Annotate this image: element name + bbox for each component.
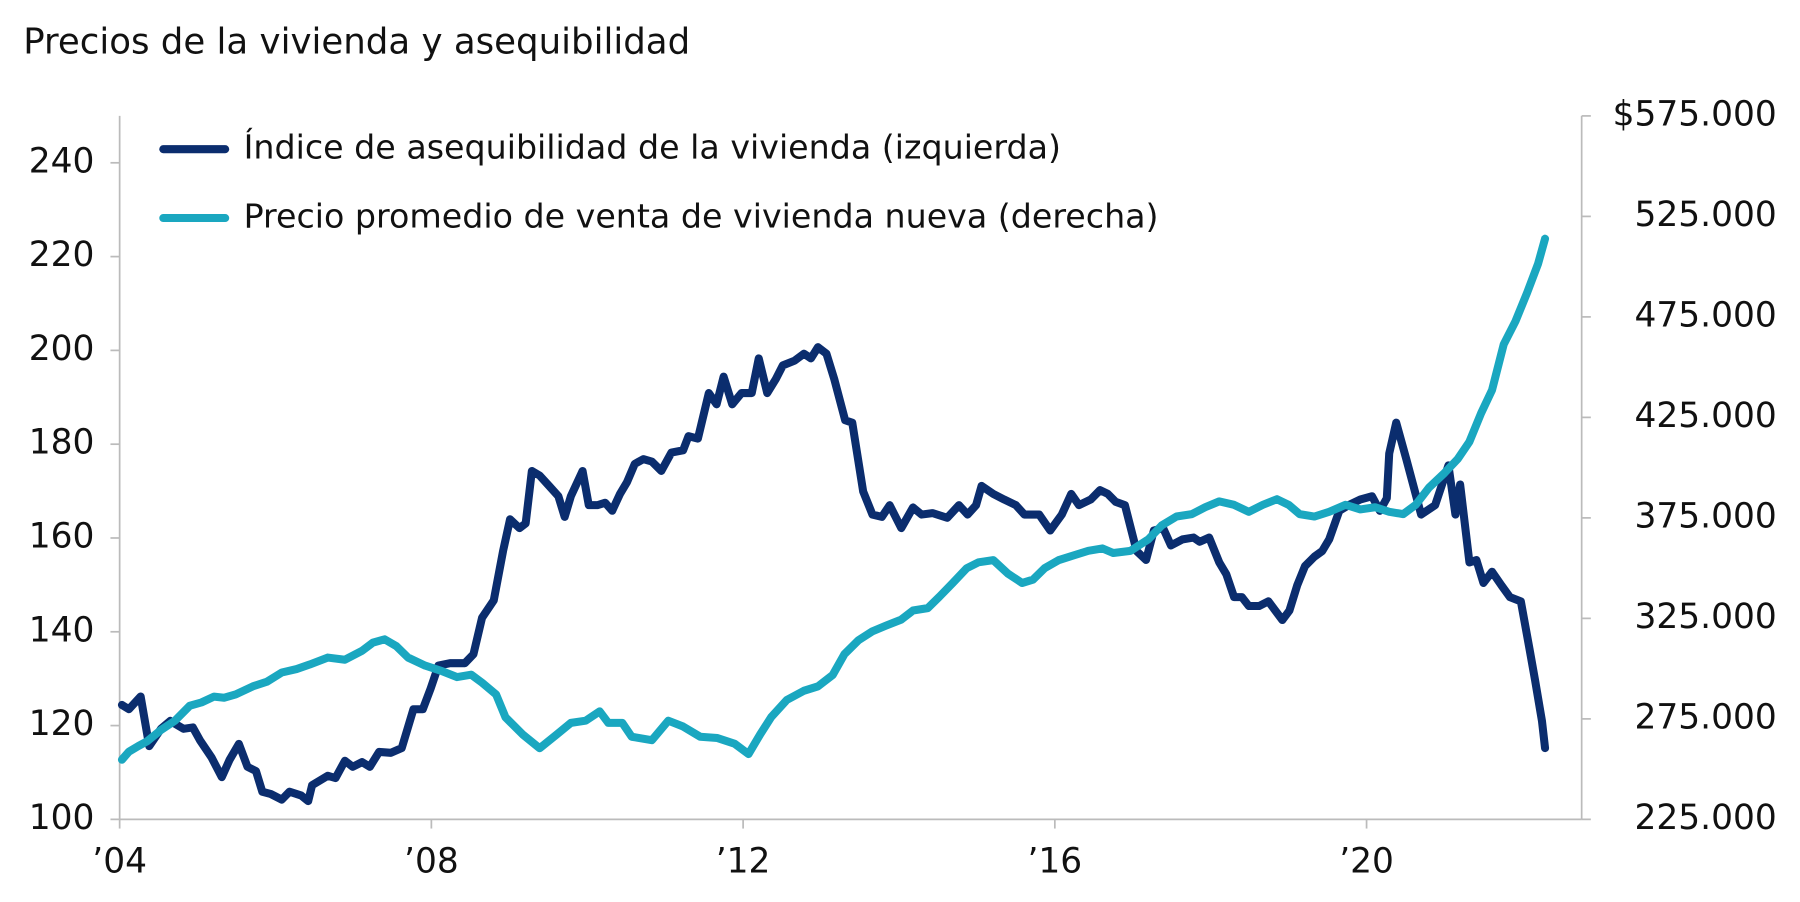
x-tick-label: ’04 [92,841,147,881]
y2-tick-label: $575.000 [1613,94,1777,134]
chart-title: Precios de la vivienda y asequibilidad [23,22,690,63]
y-tick-label: 220 [29,235,95,275]
x-tick-label: ’16 [1027,841,1082,881]
y-tick-label: 240 [29,141,95,181]
x-tick-label: ’20 [1339,841,1394,881]
y-tick-label: 180 [29,423,95,463]
y-tick-label: 140 [29,610,95,650]
y2-tick-label: 525.000 [1634,195,1776,235]
series-line [117,343,1550,806]
series-line [117,234,1550,764]
x-tick-label: ’12 [716,841,771,881]
y2-tick-label: 475.000 [1634,295,1776,335]
y2-tick-label: 375.000 [1634,496,1776,536]
y-tick-label: 100 [29,798,95,838]
y2-tick-label: 425.000 [1634,396,1776,436]
y-tick-label: 160 [29,516,95,556]
y2-tick-label: 275.000 [1634,697,1776,737]
x-tick-label: ’08 [404,841,459,881]
legend-label: Precio promedio de venta de vivienda nue… [244,197,1159,236]
y-tick-label: 200 [29,329,95,369]
y-tick-label: 120 [29,704,95,744]
y2-tick-label: 225.000 [1634,798,1776,838]
legend-label: Índice de asequibilidad de la vivienda (… [244,127,1061,167]
y2-tick-label: 325.000 [1634,597,1776,637]
